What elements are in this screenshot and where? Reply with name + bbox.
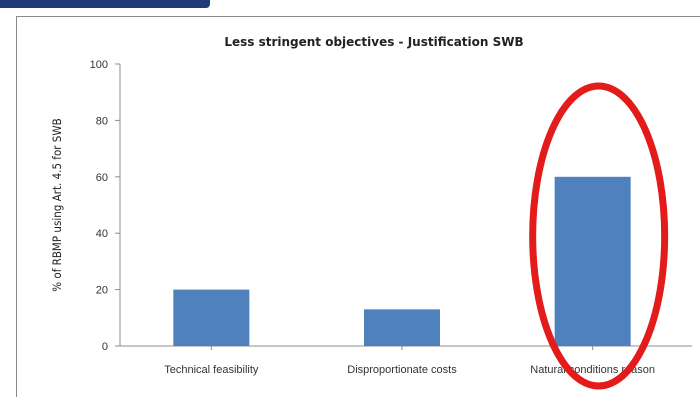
slide-title-banner: [0, 0, 700, 12]
x-category-label: Natural conditions reason: [530, 364, 655, 376]
y-axis-label: % of RBMP using Art. 4.5 for SWB: [50, 118, 64, 291]
bar: [554, 176, 631, 346]
highlight-ellipse: [529, 82, 669, 390]
x-category-labels: Technical feasibility Disproportionate co…: [164, 346, 655, 376]
y-tick-label: 40: [96, 228, 108, 240]
slide-title-fragment: [0, 0, 210, 8]
x-category-label: Technical feasibility: [164, 364, 259, 376]
x-category-label: Disproportionate costs: [347, 364, 457, 376]
bars: [173, 176, 631, 346]
y-tick-label: 80: [96, 115, 108, 127]
bar: [173, 289, 250, 346]
y-tick-label: 100: [90, 59, 108, 71]
y-tick-label: 0: [102, 341, 108, 353]
y-ticks: 0 20 40 60 80 100: [90, 59, 120, 353]
y-tick-label: 60: [96, 172, 108, 184]
chart-title: Less stringent objectives - Justificatio…: [224, 35, 523, 49]
highlight-layer: [529, 82, 669, 390]
bar: [364, 309, 440, 346]
y-tick-label: 20: [96, 285, 108, 297]
